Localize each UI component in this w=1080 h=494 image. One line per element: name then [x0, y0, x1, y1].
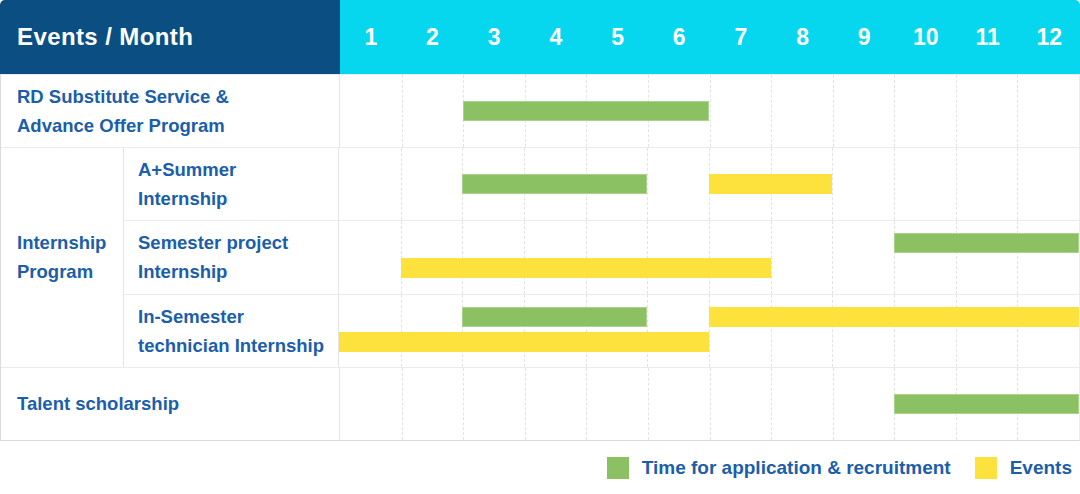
- month-gridline: [709, 295, 710, 367]
- chart-cell-in-semester-technician-internship: [339, 295, 1079, 367]
- recruitment-bar: [894, 233, 1079, 253]
- row-label-rd-substitute-service: RD Substitute Service & Advance Offer Pr…: [1, 75, 340, 147]
- month-gridline: [894, 148, 895, 220]
- month-gridline: [771, 295, 772, 367]
- row-a-plus-summer-internship: A+Summer Internship: [124, 147, 1079, 220]
- month-gridline: [833, 75, 834, 147]
- chart-cell-semester-project-internship: [339, 221, 1079, 293]
- month-gridline: [894, 221, 895, 293]
- month-label-11: 11: [957, 0, 1019, 74]
- month-label-3: 3: [463, 0, 525, 74]
- header-title-cell: Events / Month: [0, 0, 340, 74]
- month-label-2: 2: [402, 0, 464, 74]
- month-gridline: [710, 368, 711, 440]
- recruitment-bar: [462, 174, 647, 194]
- row-in-semester-technician-internship: In-Semester technician Internship: [124, 294, 1079, 367]
- chart-cell-a-plus-summer-internship: [339, 148, 1079, 220]
- month-gridline: [710, 75, 711, 147]
- gantt-page: Events / Month 123456789101112 RD Substi…: [0, 0, 1080, 494]
- month-gridline: [956, 221, 957, 293]
- month-gridline: [586, 368, 587, 440]
- legend: Time for application & recruitment Events: [0, 441, 1080, 494]
- month-gridline: [1017, 221, 1018, 293]
- month-header: 123456789101112: [340, 0, 1080, 74]
- row-label-semester-project-internship: Semester project Internship: [124, 221, 339, 293]
- chart-cell-rd-substitute-service: [340, 75, 1079, 147]
- month-gridline: [1017, 75, 1018, 147]
- event-bar: [709, 307, 1079, 327]
- recruitment-bar: [463, 101, 709, 121]
- table-body: RD Substitute Service & Advance Offer Pr…: [0, 74, 1080, 441]
- recruitment-bar: [894, 394, 1079, 414]
- month-gridline: [833, 368, 834, 440]
- month-gridline: [402, 368, 403, 440]
- month-label-1: 1: [340, 0, 402, 74]
- recruitment-bar: [462, 307, 647, 327]
- month-label-4: 4: [525, 0, 587, 74]
- internship-program-group: Internship Program A+Summer Internship S…: [1, 147, 1079, 367]
- month-gridline: [525, 368, 526, 440]
- legend-swatch-recruitment: [607, 457, 629, 479]
- legend-label-recruitment: Time for application & recruitment: [642, 457, 951, 479]
- month-gridline: [771, 75, 772, 147]
- month-label-12: 12: [1018, 0, 1080, 74]
- month-gridline: [894, 295, 895, 367]
- group-label-internship-program: Internship Program: [1, 147, 124, 367]
- row-semester-project-internship: Semester project Internship: [124, 220, 1079, 293]
- month-label-8: 8: [772, 0, 834, 74]
- legend-item-recruitment: Time for application & recruitment: [607, 457, 951, 479]
- page-title: Events / Month: [17, 23, 193, 51]
- row-label-a-plus-summer-internship: A+Summer Internship: [124, 148, 339, 220]
- legend-swatch-event: [975, 457, 997, 479]
- row-rd-substitute-service: RD Substitute Service & Advance Offer Pr…: [1, 74, 1079, 147]
- month-gridline: [401, 148, 402, 220]
- month-gridline: [1017, 295, 1018, 367]
- month-label-10: 10: [895, 0, 957, 74]
- row-talent-scholarship: Talent scholarship: [1, 367, 1079, 440]
- chart-cell-talent-scholarship: [340, 368, 1079, 440]
- month-gridline: [956, 148, 957, 220]
- event-bar: [401, 258, 771, 278]
- month-gridline: [832, 148, 833, 220]
- month-label-7: 7: [710, 0, 772, 74]
- month-gridline: [402, 75, 403, 147]
- legend-label-event: Events: [1010, 457, 1072, 479]
- month-gridline: [1017, 148, 1018, 220]
- row-label-talent-scholarship: Talent scholarship: [1, 368, 340, 440]
- month-gridline: [771, 368, 772, 440]
- internship-program-subrows: A+Summer Internship Semester project Int…: [124, 147, 1079, 367]
- legend-item-event: Events: [975, 457, 1072, 479]
- table-header-row: Events / Month 123456789101112: [0, 0, 1080, 74]
- month-gridline: [832, 221, 833, 293]
- month-gridline: [832, 295, 833, 367]
- month-label-5: 5: [587, 0, 649, 74]
- month-gridline: [463, 368, 464, 440]
- month-gridline: [956, 295, 957, 367]
- month-gridline: [956, 75, 957, 147]
- month-label-9: 9: [833, 0, 895, 74]
- month-gridline: [894, 75, 895, 147]
- month-gridline: [647, 148, 648, 220]
- row-label-in-semester-technician-internship: In-Semester technician Internship: [124, 295, 339, 367]
- month-gridline: [771, 221, 772, 293]
- event-bar: [339, 332, 709, 352]
- month-gridline: [648, 368, 649, 440]
- event-bar: [709, 174, 832, 194]
- month-label-6: 6: [648, 0, 710, 74]
